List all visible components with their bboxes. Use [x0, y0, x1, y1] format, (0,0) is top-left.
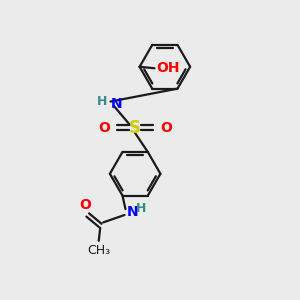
Text: H: H: [136, 202, 146, 215]
Text: N: N: [110, 97, 122, 111]
Text: S: S: [129, 119, 141, 137]
Text: H: H: [97, 95, 107, 108]
Text: O: O: [98, 121, 110, 135]
Text: O: O: [80, 198, 91, 212]
Text: CH₃: CH₃: [87, 244, 110, 257]
Text: O: O: [160, 121, 172, 135]
Text: OH: OH: [156, 61, 179, 75]
Text: N: N: [127, 205, 139, 219]
